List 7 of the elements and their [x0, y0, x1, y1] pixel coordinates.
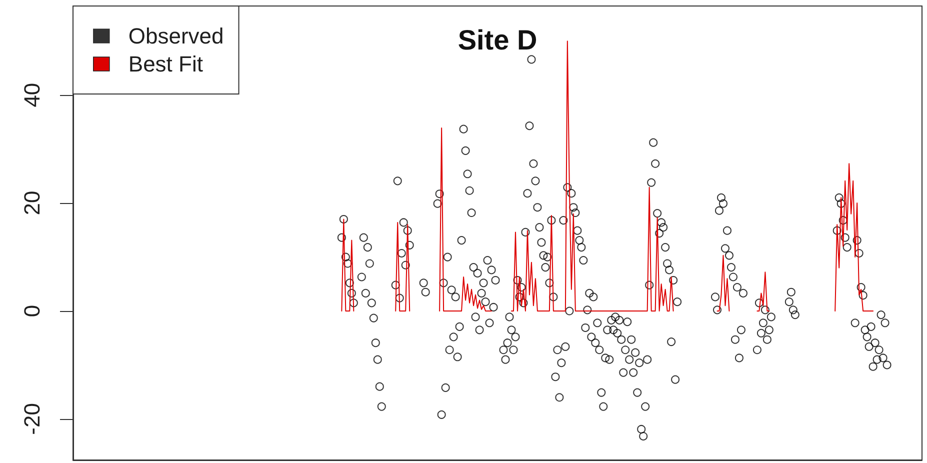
text: Site D: [458, 24, 538, 56]
y-tick-label: 20: [20, 190, 44, 216]
legend-label: Best Fit: [128, 52, 203, 76]
y-tick-label: 0: [20, 304, 44, 318]
legend-label: Observed: [128, 24, 224, 48]
y-tick-label: 40: [20, 82, 44, 108]
y-tick-label: -20: [20, 403, 44, 435]
